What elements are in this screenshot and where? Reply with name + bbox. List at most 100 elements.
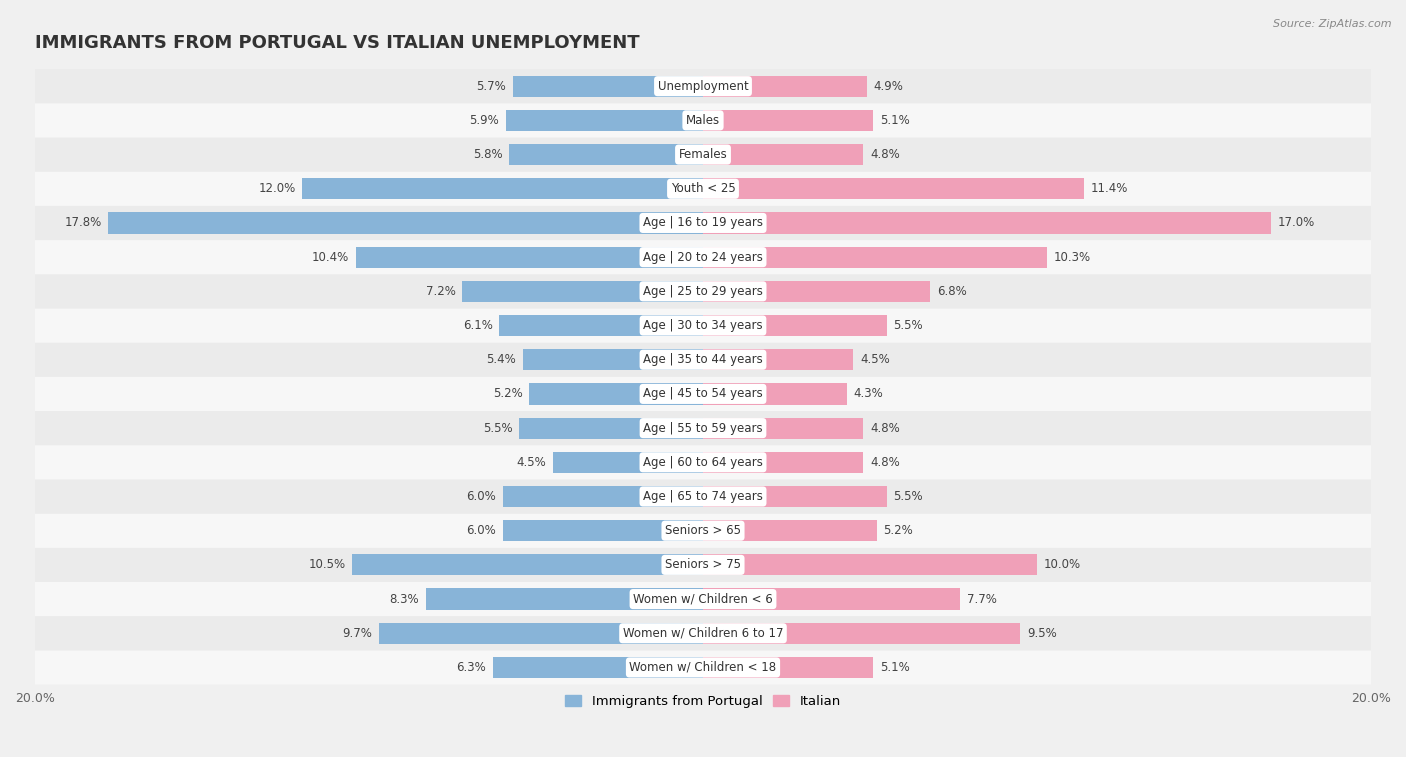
Bar	[523, 349, 703, 370]
Text: Age | 55 to 59 years: Age | 55 to 59 years	[643, 422, 763, 435]
Text: 7.7%: 7.7%	[967, 593, 997, 606]
Text: 10.3%: 10.3%	[1053, 251, 1091, 263]
Text: Age | 60 to 64 years: Age | 60 to 64 years	[643, 456, 763, 469]
FancyBboxPatch shape	[35, 650, 1371, 684]
Bar	[703, 623, 1021, 644]
FancyBboxPatch shape	[35, 274, 1371, 308]
Bar	[509, 144, 703, 165]
FancyBboxPatch shape	[35, 445, 1371, 479]
Text: 4.5%: 4.5%	[516, 456, 546, 469]
Text: Women w/ Children 6 to 17: Women w/ Children 6 to 17	[623, 627, 783, 640]
Text: 6.3%: 6.3%	[456, 661, 486, 674]
Bar	[553, 452, 703, 473]
FancyBboxPatch shape	[35, 377, 1371, 411]
Bar	[703, 452, 863, 473]
FancyBboxPatch shape	[35, 206, 1371, 240]
Text: 17.0%: 17.0%	[1278, 217, 1315, 229]
Bar	[703, 383, 846, 404]
Text: Age | 65 to 74 years: Age | 65 to 74 years	[643, 490, 763, 503]
Text: 5.5%: 5.5%	[484, 422, 513, 435]
Text: Unemployment: Unemployment	[658, 79, 748, 92]
Text: 10.5%: 10.5%	[308, 559, 346, 572]
Bar	[703, 349, 853, 370]
Text: Age | 35 to 44 years: Age | 35 to 44 years	[643, 354, 763, 366]
Text: 11.4%: 11.4%	[1091, 182, 1128, 195]
Text: 5.9%: 5.9%	[470, 114, 499, 127]
Bar	[703, 554, 1038, 575]
Text: 9.7%: 9.7%	[343, 627, 373, 640]
Text: 12.0%: 12.0%	[259, 182, 295, 195]
Text: Youth < 25: Youth < 25	[671, 182, 735, 195]
Text: 5.2%: 5.2%	[494, 388, 523, 400]
FancyBboxPatch shape	[35, 513, 1371, 548]
FancyBboxPatch shape	[35, 411, 1371, 445]
Text: Source: ZipAtlas.com: Source: ZipAtlas.com	[1274, 19, 1392, 29]
Text: Males: Males	[686, 114, 720, 127]
Bar	[703, 178, 1084, 199]
Text: 5.4%: 5.4%	[486, 354, 516, 366]
Text: 4.3%: 4.3%	[853, 388, 883, 400]
FancyBboxPatch shape	[35, 240, 1371, 274]
FancyBboxPatch shape	[35, 479, 1371, 513]
Legend: Immigrants from Portugal, Italian: Immigrants from Portugal, Italian	[560, 690, 846, 714]
Text: 4.9%: 4.9%	[873, 79, 903, 92]
FancyBboxPatch shape	[35, 343, 1371, 377]
Text: Women w/ Children < 18: Women w/ Children < 18	[630, 661, 776, 674]
Bar	[380, 623, 703, 644]
Text: 5.1%: 5.1%	[880, 114, 910, 127]
Bar	[302, 178, 703, 199]
Bar	[529, 383, 703, 404]
Bar	[703, 213, 1271, 234]
FancyBboxPatch shape	[35, 582, 1371, 616]
Text: 17.8%: 17.8%	[65, 217, 101, 229]
FancyBboxPatch shape	[35, 138, 1371, 172]
Bar	[513, 76, 703, 97]
Bar	[463, 281, 703, 302]
FancyBboxPatch shape	[35, 616, 1371, 650]
Text: Females: Females	[679, 148, 727, 161]
Text: 5.7%: 5.7%	[477, 79, 506, 92]
Text: 7.2%: 7.2%	[426, 285, 456, 298]
Text: 6.8%: 6.8%	[936, 285, 966, 298]
Text: Age | 45 to 54 years: Age | 45 to 54 years	[643, 388, 763, 400]
Bar	[492, 657, 703, 678]
Bar	[703, 520, 877, 541]
Text: Seniors > 75: Seniors > 75	[665, 559, 741, 572]
Bar	[426, 588, 703, 609]
Text: Age | 30 to 34 years: Age | 30 to 34 years	[643, 319, 763, 332]
Text: 9.5%: 9.5%	[1026, 627, 1057, 640]
Text: 5.5%: 5.5%	[893, 490, 922, 503]
Bar	[506, 110, 703, 131]
Text: 5.8%: 5.8%	[472, 148, 502, 161]
FancyBboxPatch shape	[35, 548, 1371, 582]
Text: 5.2%: 5.2%	[883, 524, 912, 537]
Text: 6.0%: 6.0%	[467, 490, 496, 503]
Text: Age | 25 to 29 years: Age | 25 to 29 years	[643, 285, 763, 298]
Bar	[502, 520, 703, 541]
Bar	[703, 247, 1047, 268]
Bar	[108, 213, 703, 234]
Text: 5.5%: 5.5%	[893, 319, 922, 332]
Text: 6.0%: 6.0%	[467, 524, 496, 537]
Bar	[703, 418, 863, 439]
Text: 4.8%: 4.8%	[870, 456, 900, 469]
Bar	[703, 315, 887, 336]
Bar	[519, 418, 703, 439]
Bar	[703, 281, 931, 302]
FancyBboxPatch shape	[35, 69, 1371, 103]
Bar	[703, 110, 873, 131]
Bar	[703, 657, 873, 678]
Text: Age | 20 to 24 years: Age | 20 to 24 years	[643, 251, 763, 263]
Text: Age | 16 to 19 years: Age | 16 to 19 years	[643, 217, 763, 229]
Bar	[703, 144, 863, 165]
Text: Women w/ Children < 6: Women w/ Children < 6	[633, 593, 773, 606]
Bar	[356, 247, 703, 268]
Text: 4.5%: 4.5%	[860, 354, 890, 366]
Bar	[703, 588, 960, 609]
Text: 8.3%: 8.3%	[389, 593, 419, 606]
Text: 5.1%: 5.1%	[880, 661, 910, 674]
Bar	[703, 486, 887, 507]
Text: 10.0%: 10.0%	[1043, 559, 1081, 572]
Bar	[499, 315, 703, 336]
FancyBboxPatch shape	[35, 103, 1371, 138]
